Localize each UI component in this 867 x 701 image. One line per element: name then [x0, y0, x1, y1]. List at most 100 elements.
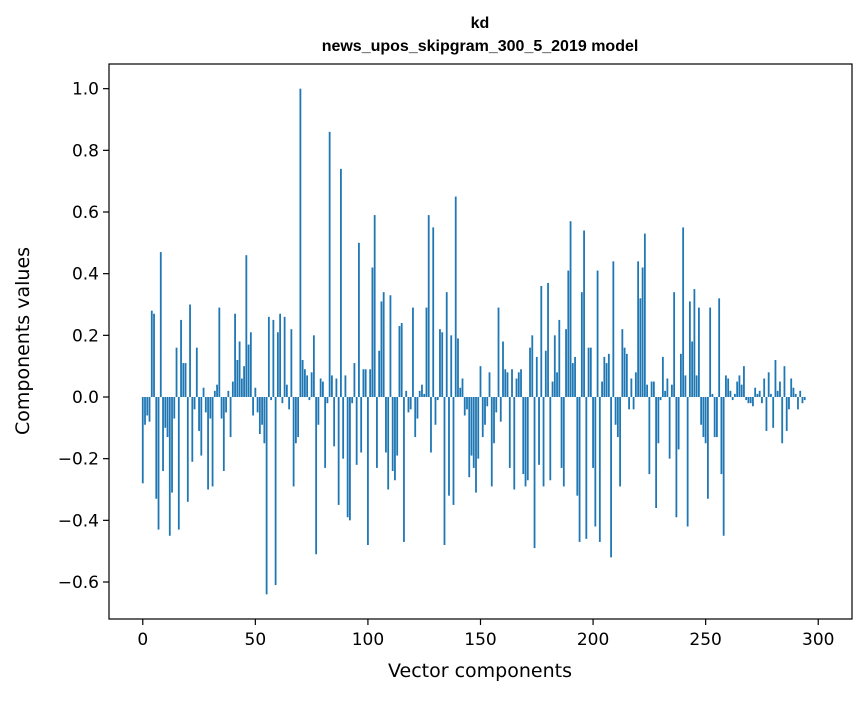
- bar: [148, 397, 151, 422]
- bar: [475, 397, 477, 493]
- bar: [783, 366, 786, 397]
- bar: [515, 378, 518, 397]
- bar: [569, 221, 572, 397]
- bar: [371, 267, 374, 397]
- bar: [452, 397, 455, 505]
- bar: [634, 372, 637, 397]
- bar: [245, 255, 248, 397]
- bar: [171, 397, 173, 493]
- bar: [294, 397, 297, 444]
- y-axis-label: Components values: [12, 247, 34, 435]
- bar: [283, 316, 286, 397]
- bar: [529, 347, 531, 397]
- bar: [222, 397, 225, 471]
- bar: [650, 381, 653, 397]
- y-tick-label: 0.8: [72, 141, 99, 161]
- bar: [718, 298, 721, 397]
- bar: [657, 397, 660, 444]
- bar: [234, 313, 236, 397]
- bar: [565, 329, 567, 397]
- bar: [193, 397, 196, 410]
- bar: [605, 363, 608, 397]
- bar: [797, 397, 799, 410]
- bar: [747, 397, 750, 404]
- bar: [312, 335, 315, 397]
- bar: [560, 397, 563, 468]
- bar: [616, 397, 619, 438]
- y-tick-label: 1.0: [72, 80, 99, 100]
- bar: [556, 372, 558, 397]
- bar: [621, 329, 624, 397]
- bar: [189, 304, 191, 397]
- bar: [776, 390, 779, 397]
- bar: [603, 356, 606, 397]
- bar: [403, 397, 405, 542]
- bar: [461, 378, 464, 397]
- bar: [200, 397, 203, 456]
- bar: [585, 397, 588, 539]
- bar: [382, 292, 385, 397]
- bar: [439, 329, 441, 397]
- bar: [229, 397, 232, 438]
- bar: [493, 397, 495, 444]
- bar: [220, 397, 223, 419]
- bar: [405, 390, 408, 397]
- bar: [781, 397, 784, 444]
- bar: [292, 397, 295, 487]
- bar: [362, 369, 365, 397]
- bar: [409, 397, 412, 410]
- bar: [612, 261, 615, 397]
- bar: [587, 347, 590, 397]
- bar: [686, 397, 689, 527]
- bar: [792, 387, 795, 397]
- bar: [765, 397, 768, 431]
- bar: [441, 332, 444, 397]
- bar: [258, 397, 261, 434]
- bar: [695, 375, 698, 397]
- bar: [497, 307, 500, 397]
- bar: [614, 397, 617, 425]
- bar: [727, 378, 730, 397]
- bar: [788, 397, 790, 410]
- bar: [666, 378, 669, 397]
- bar: [772, 397, 775, 428]
- bar: [360, 397, 363, 453]
- bar: [285, 384, 288, 397]
- bar: [646, 384, 649, 397]
- bar: [484, 397, 486, 425]
- bar: [490, 397, 493, 487]
- bar: [704, 397, 707, 444]
- bar: [261, 397, 263, 425]
- bar: [328, 131, 331, 397]
- x-axis-label: Vector components: [388, 660, 572, 682]
- bar: [175, 347, 178, 397]
- bar: [421, 384, 423, 397]
- bar: [675, 397, 678, 518]
- bar: [670, 384, 673, 397]
- bar: [668, 397, 671, 459]
- bar: [625, 353, 628, 397]
- bar: [162, 397, 164, 471]
- bar: [524, 397, 527, 487]
- bar: [389, 295, 392, 397]
- bar: [623, 347, 626, 397]
- bar: [425, 307, 428, 397]
- bar: [628, 397, 630, 410]
- bar: [430, 397, 432, 453]
- bar: [794, 393, 797, 397]
- bar: [578, 397, 581, 542]
- bar: [276, 332, 279, 397]
- bar: [770, 393, 772, 397]
- bar: [267, 316, 270, 397]
- bar: [713, 397, 716, 438]
- bar: [432, 227, 435, 397]
- bar: [400, 323, 403, 397]
- bar: [454, 196, 457, 397]
- bar: [184, 363, 187, 397]
- bar: [688, 301, 691, 397]
- bar: [576, 397, 579, 496]
- x-axis-ticks: 0 50 100 150 200 250 300: [137, 619, 834, 650]
- bar: [225, 397, 227, 413]
- bar: [589, 347, 592, 397]
- y-tick-label: 0.4: [72, 265, 99, 285]
